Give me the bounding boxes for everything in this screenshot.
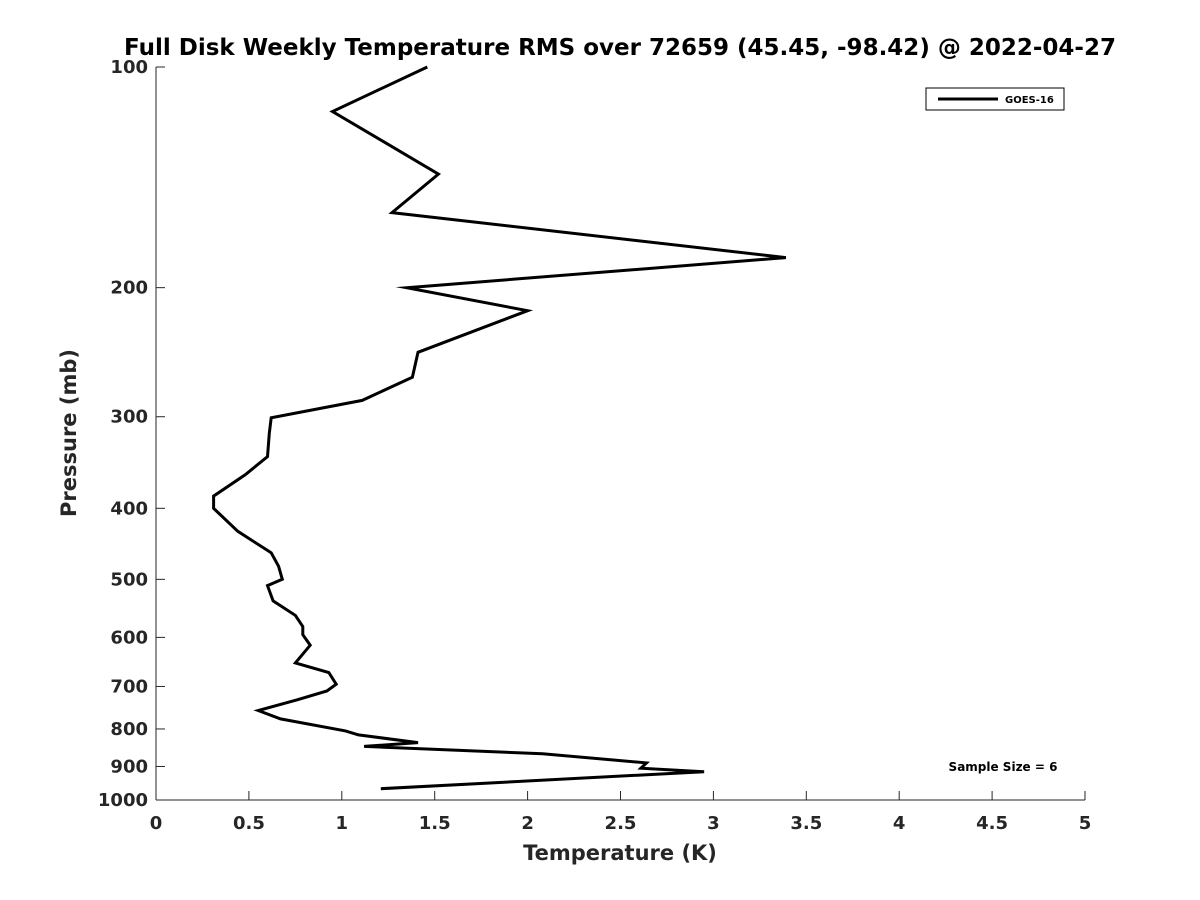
y-tick-label: 200: [110, 278, 148, 299]
y-tick-label: 900: [110, 756, 148, 777]
x-tick-label: 3.5: [790, 813, 822, 834]
y-tick-label: 600: [110, 627, 148, 648]
y-tick-label: 500: [110, 569, 148, 590]
x-tick-label: 5: [1079, 813, 1092, 834]
y-tick-label: 700: [110, 676, 148, 697]
y-tick-label: 400: [110, 498, 148, 519]
x-tick-label: 0: [150, 813, 163, 834]
x-tick-label: 0.5: [233, 813, 265, 834]
y-axis-ticks: 100 200 300 400 500 600 700 800 900 1000: [98, 57, 165, 811]
y-tick-label: 300: [110, 407, 148, 428]
x-tick-label: 2.5: [605, 813, 637, 834]
sample-size-annotation: Sample Size = 6: [949, 760, 1058, 774]
y-tick-label: 100: [110, 57, 148, 78]
x-axis-label: Temperature (K): [523, 841, 717, 865]
x-tick-label: 1: [336, 813, 349, 834]
legend: GOES-16: [925, 87, 1065, 111]
plot-axes: [155, 67, 1085, 801]
x-tick-label: 3: [707, 813, 720, 834]
legend-label: GOES-16: [1005, 95, 1054, 106]
x-tick-label: 1.5: [419, 813, 451, 834]
y-tick-label: 1000: [98, 790, 148, 811]
series-line-goes-16: [212, 65, 787, 791]
y-axis-label: Pressure (mb): [57, 349, 81, 517]
chart-title: Full Disk Weekly Temperature RMS over 72…: [124, 35, 1116, 61]
x-tick-label: 2: [521, 813, 534, 834]
y-tick-label: 800: [110, 719, 148, 740]
series-layer: [212, 65, 787, 791]
x-axis-ticks: 0 0.5 1 1.5 2 2.5 3 3.5 4 4.5 5: [150, 791, 1092, 834]
x-tick-label: 4: [893, 813, 906, 834]
x-tick-label: 4.5: [976, 813, 1008, 834]
